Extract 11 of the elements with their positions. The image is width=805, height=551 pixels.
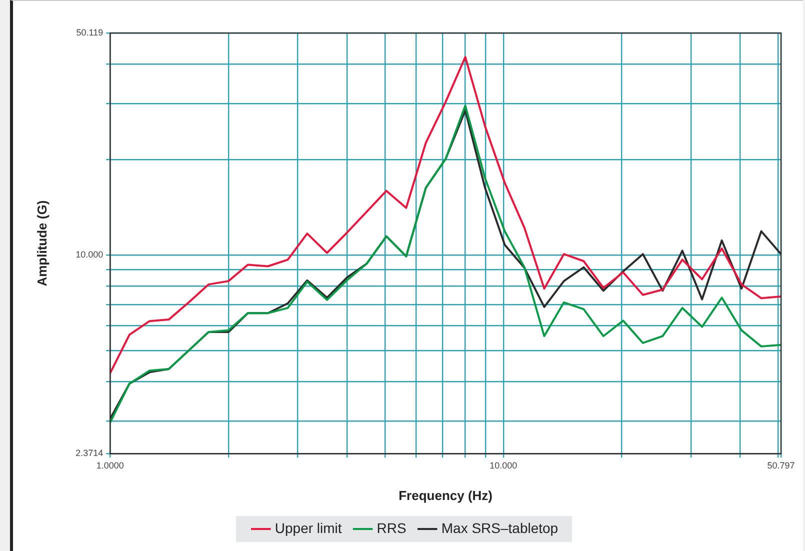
y-axis-title: Amplitude (G) (34, 200, 50, 286)
x-tick-label: 50.797 (767, 460, 795, 470)
x-tick-label: 1.0000 (96, 460, 124, 470)
x-axis-title: Frequency (Hz) (398, 488, 493, 503)
y-tick-label: 2.3714 (76, 448, 104, 458)
y-tick-label: 10.000 (76, 250, 104, 260)
legend-label: Upper limit (274, 520, 342, 536)
x-tick-label: 10.000 (490, 460, 518, 470)
y-tick-label: 50.119 (76, 27, 104, 38)
legend-label: Max SRS–tabletop (441, 520, 558, 536)
legend-label: RRS (376, 520, 406, 536)
